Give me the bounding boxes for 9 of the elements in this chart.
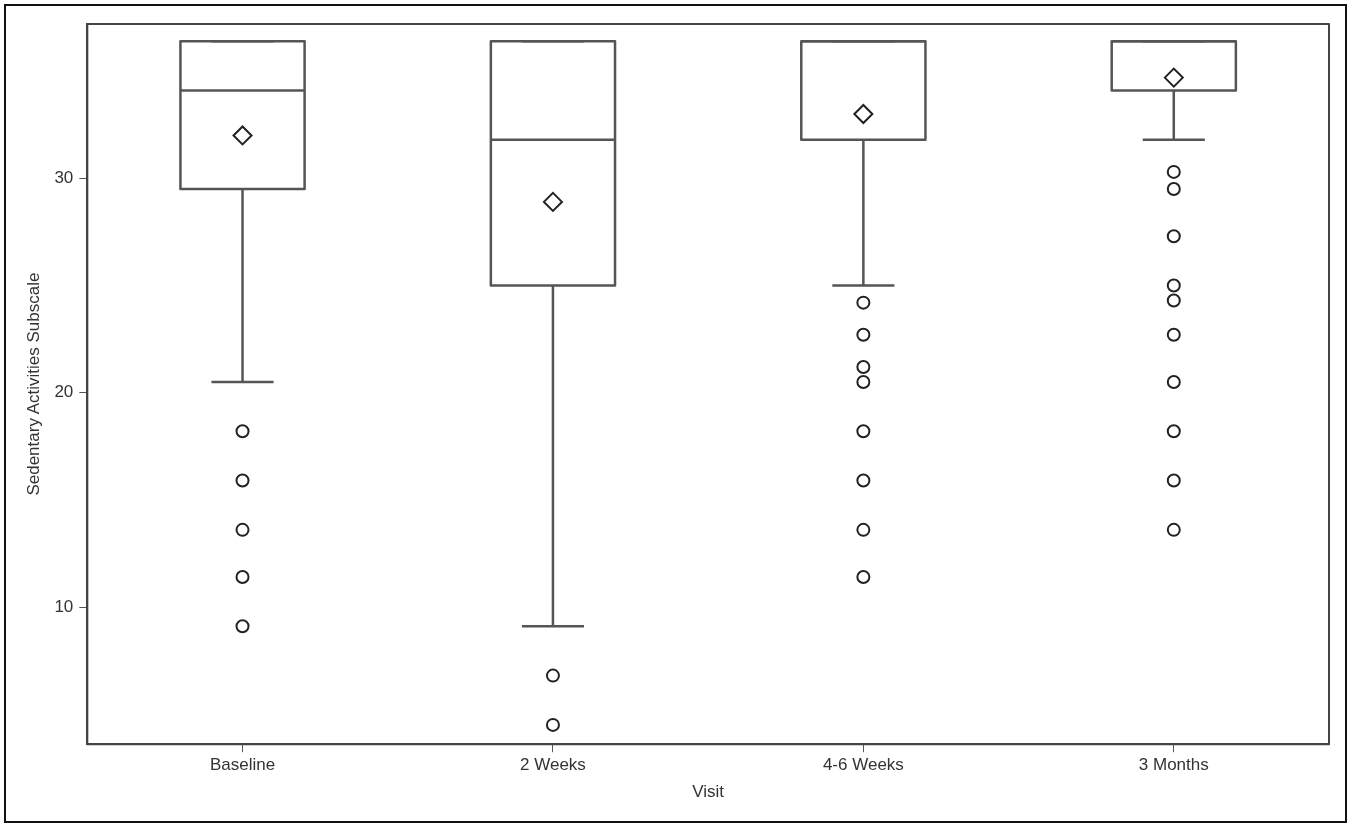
y-tick-label: 30 (54, 168, 74, 188)
y-axis-title: Sedentary Activities Subscale (23, 272, 43, 496)
x-tick-label: 2 Weeks (520, 755, 586, 775)
x-tick-label: Baseline (209, 755, 276, 775)
x-axis-title: Visit (692, 782, 725, 802)
x-tick-label: 3 Months (1138, 755, 1209, 775)
x-tick-label: 4-6 Weeks (822, 755, 904, 775)
y-tick-label: 10 (54, 596, 74, 616)
y-tick-label: 20 (54, 382, 74, 402)
